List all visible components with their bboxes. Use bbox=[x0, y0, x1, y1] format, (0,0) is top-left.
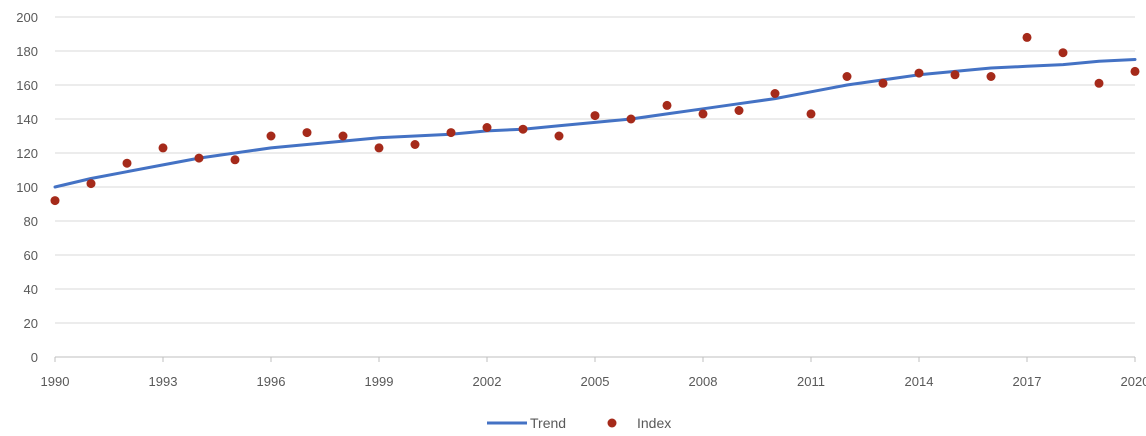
y-tick-label: 60 bbox=[24, 248, 38, 263]
x-tick-label: 2008 bbox=[689, 374, 718, 389]
x-tick-label: 1999 bbox=[365, 374, 394, 389]
index-point bbox=[482, 123, 492, 132]
index-point bbox=[698, 109, 708, 119]
index-point bbox=[1022, 32, 1032, 42]
index-point bbox=[626, 114, 636, 124]
y-tick-label: 200 bbox=[16, 10, 38, 25]
index-point bbox=[734, 106, 744, 115]
index-point bbox=[302, 128, 312, 138]
x-axis-ticks: 1990 1993 1996 1999 2002 2005 2008 2011 2014 2017… bbox=[41, 357, 1146, 389]
y-tick-label: 0 bbox=[31, 350, 38, 365]
y-tick-label: 180 bbox=[16, 44, 38, 59]
index-point bbox=[554, 131, 564, 141]
y-tick-label: 120 bbox=[16, 146, 38, 161]
index-point bbox=[230, 155, 240, 165]
series-layer bbox=[50, 32, 1140, 206]
index-point bbox=[662, 100, 672, 110]
legend: Trend Index bbox=[487, 415, 671, 431]
index-point bbox=[518, 124, 528, 134]
legend-index-label: Index bbox=[637, 415, 671, 431]
index-point bbox=[410, 140, 420, 149]
y-axis-ticks: 0 20 40 60 80 100 120 140 160 180 200 bbox=[16, 10, 38, 365]
index-point bbox=[1130, 66, 1140, 76]
x-tick-label: 2020 bbox=[1121, 374, 1146, 389]
x-tick-label: 2011 bbox=[797, 374, 825, 389]
index-point bbox=[1094, 78, 1104, 88]
index-point bbox=[806, 109, 816, 119]
index-point bbox=[986, 72, 996, 81]
index-point bbox=[50, 196, 60, 206]
index-point bbox=[86, 179, 96, 189]
index-point bbox=[374, 143, 384, 153]
y-tick-label: 80 bbox=[24, 214, 38, 229]
x-tick-label: 2002 bbox=[473, 374, 502, 389]
x-tick-label: 2017 bbox=[1013, 374, 1042, 389]
index-point bbox=[122, 158, 132, 168]
index-point bbox=[878, 78, 888, 88]
index-point bbox=[770, 89, 780, 98]
index-point bbox=[338, 131, 348, 141]
x-tick-label: 1996 bbox=[257, 374, 286, 389]
trend-line bbox=[53, 58, 1137, 189]
x-tick-label: 1993 bbox=[149, 374, 178, 389]
index-point bbox=[950, 70, 960, 80]
y-tick-label: 160 bbox=[16, 78, 38, 93]
x-tick-label: 1990 bbox=[41, 374, 70, 389]
x-tick-label: 2014 bbox=[905, 374, 934, 389]
x-tick-label: 2005 bbox=[581, 374, 610, 389]
gridlines bbox=[55, 16, 1135, 358]
legend-trend-label: Trend bbox=[530, 415, 566, 431]
index-point bbox=[590, 111, 600, 121]
index-point bbox=[266, 131, 276, 141]
legend-index-swatch bbox=[607, 418, 617, 428]
y-tick-label: 40 bbox=[24, 282, 38, 297]
y-tick-label: 140 bbox=[16, 112, 38, 127]
index-point bbox=[842, 72, 852, 81]
y-tick-label: 20 bbox=[24, 316, 38, 331]
index-point bbox=[194, 153, 204, 163]
y-tick-label: 100 bbox=[16, 180, 38, 195]
index-point bbox=[158, 143, 168, 153]
index-point bbox=[1058, 48, 1068, 58]
index-point bbox=[914, 68, 924, 78]
index-point bbox=[446, 128, 456, 138]
